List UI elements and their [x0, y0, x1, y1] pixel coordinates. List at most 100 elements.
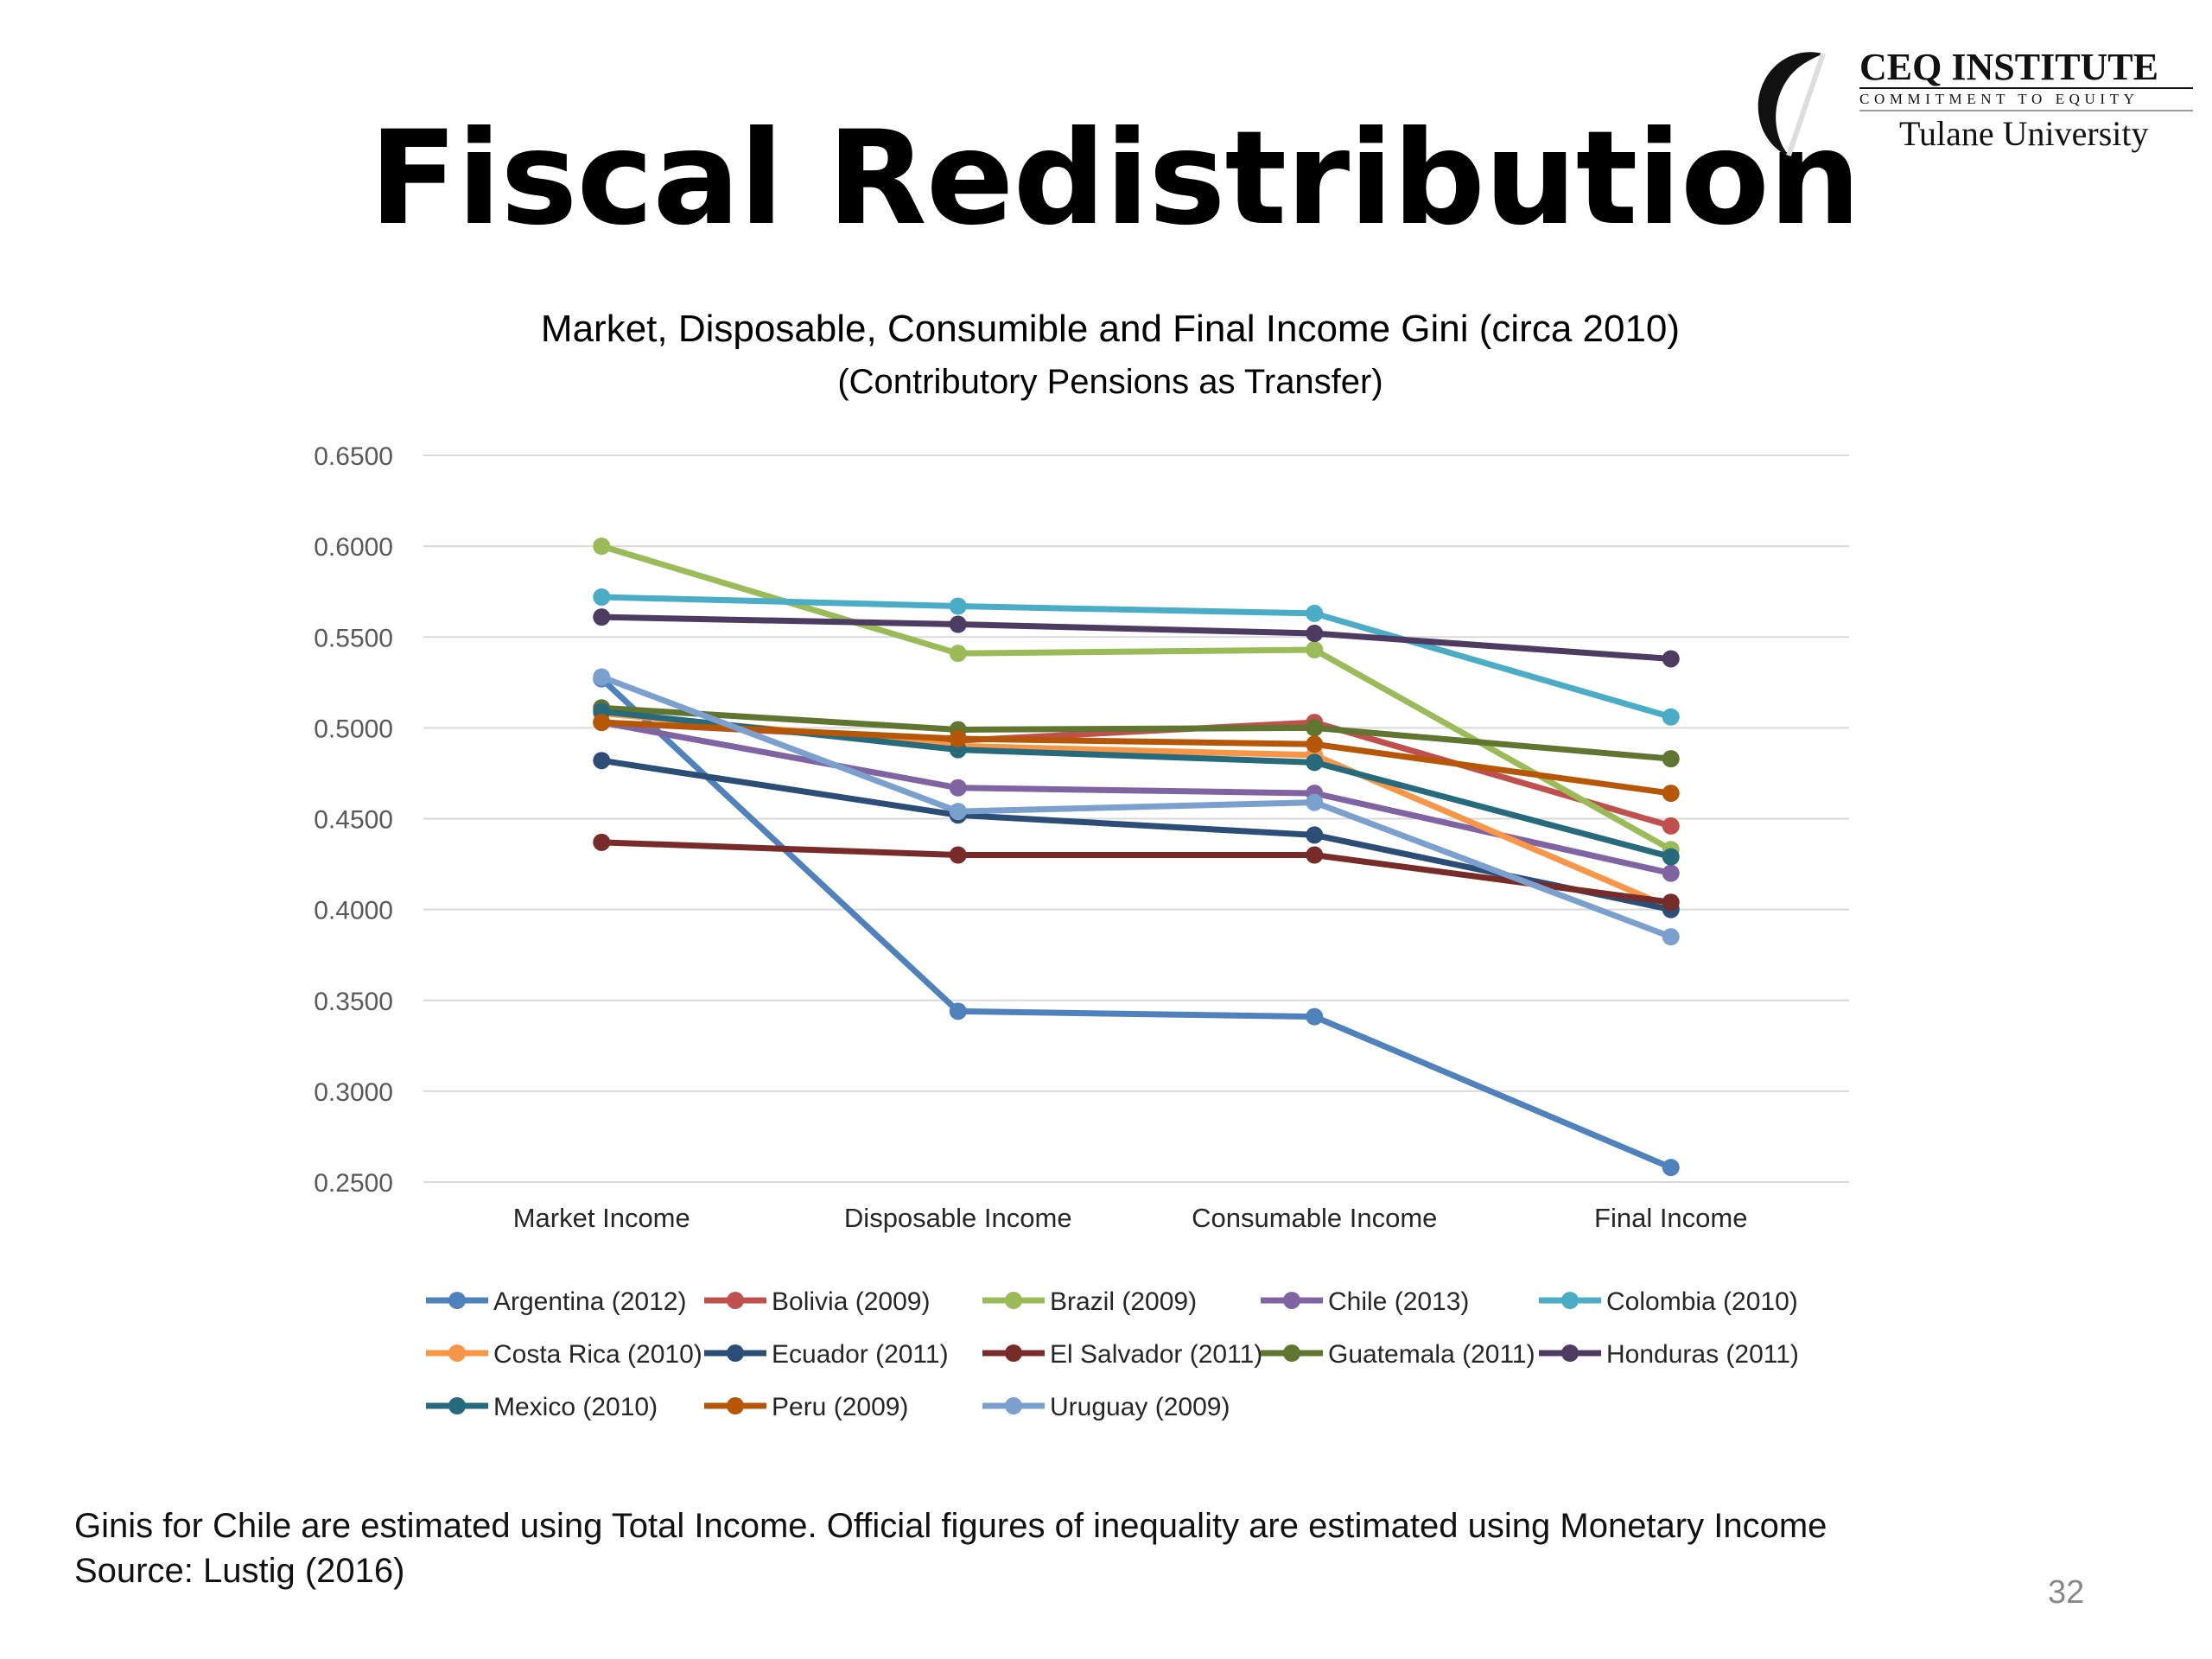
x-tick-label: Consumable Income [1192, 1203, 1437, 1233]
y-tick-label: 0.6000 [314, 533, 393, 562]
legend-swatch-marker [1005, 1397, 1022, 1414]
legend-label: Mexico (2010) [493, 1393, 658, 1421]
y-tick-label: 0.5000 [314, 715, 393, 743]
y-tick-label: 0.3000 [314, 1078, 393, 1107]
series-line [598, 594, 1675, 721]
legend-label: Colombia (2010) [1606, 1287, 1798, 1316]
footnote: Ginis for Chile are estimated using Tota… [74, 1503, 1827, 1593]
x-tick-label: Final Income [1594, 1203, 1747, 1233]
data-point [949, 779, 967, 797]
data-point [593, 608, 611, 626]
ceq-swoosh-icon [1758, 52, 1823, 157]
legend-item: Uruguay (2009) [982, 1393, 1230, 1421]
data-point [949, 803, 967, 821]
legend-swatch-marker [727, 1292, 744, 1309]
data-point [593, 588, 611, 606]
legend-label: Uruguay (2009) [1050, 1393, 1230, 1421]
series-brazil-2009 [593, 537, 1680, 859]
logo-university: Tulane University [1899, 114, 2149, 153]
series-honduras-2011 [593, 608, 1680, 668]
legend-item: Guatemala (2011) [1261, 1340, 1535, 1369]
gini-line-chart: Market, Disposable, Consumible and Final… [314, 308, 1849, 1421]
footnote-source: Source: Lustig (2016) [74, 1552, 405, 1590]
y-tick-label: 0.5500 [314, 624, 393, 652]
logo-tagline: COMMITMENT TO EQUITY [1859, 91, 2139, 107]
ceq-institute-logo: CEQ INSTITUTE COMMITMENT TO EQUITY Tulan… [1758, 46, 2193, 157]
legend-swatch-marker [448, 1344, 466, 1362]
data-point [1662, 848, 1680, 866]
data-point [1306, 793, 1324, 811]
data-point [1306, 1007, 1324, 1026]
legend-label: Chile (2013) [1328, 1287, 1469, 1316]
series-ecuador-2011 [593, 752, 1680, 918]
data-point [593, 833, 611, 851]
legend-label: Brazil (2009) [1050, 1287, 1197, 1316]
data-point [949, 846, 967, 864]
data-point [1306, 625, 1324, 643]
series-line [598, 676, 1675, 1171]
legend-item: Honduras (2011) [1539, 1340, 1799, 1369]
data-point [1662, 893, 1680, 912]
data-point [1662, 785, 1680, 803]
data-point [949, 615, 967, 633]
series-line [598, 613, 1675, 662]
legend-swatch-marker [1283, 1292, 1300, 1309]
series-line [598, 839, 1675, 906]
legend-swatch-marker [1005, 1344, 1022, 1362]
data-point [949, 597, 967, 615]
logo-divider [1786, 53, 1826, 156]
data-point [1662, 817, 1680, 835]
legend-swatch-marker [1561, 1292, 1579, 1309]
legend-label: Argentina (2012) [493, 1287, 686, 1316]
x-tick-label: Disposable Income [844, 1203, 1072, 1233]
legend-label: El Salvador (2011) [1050, 1340, 1262, 1369]
y-axis: 0.6500 0.6000 0.5500 0.5000 0.4500 0.4000 0.35… [314, 442, 393, 1198]
data-point [949, 1002, 967, 1020]
legend-item: Colombia (2010) [1539, 1287, 1798, 1316]
chart-subtitle: (Contributory Pensions as Transfer) [837, 363, 1382, 401]
series-el-salvador-2011 [593, 833, 1680, 912]
legend-label: Costa Rica (2010) [493, 1340, 702, 1369]
legend-label: Honduras (2011) [1606, 1340, 1799, 1369]
series-colombia-2010 [593, 588, 1680, 726]
logo-name: CEQ INSTITUTE [1859, 46, 2158, 88]
data-point [1662, 750, 1680, 768]
legend-label: Bolivia (2009) [772, 1287, 930, 1316]
legend-swatch-marker [727, 1397, 744, 1414]
data-point [1306, 826, 1324, 844]
data-point [1306, 640, 1324, 658]
legend-item: Brazil (2009) [982, 1287, 1197, 1316]
series-peru-2009 [593, 714, 1680, 803]
footnote-note: Ginis for Chile are estimated using Tota… [74, 1507, 1827, 1545]
legend-item: Argentina (2012) [426, 1287, 686, 1316]
data-point [593, 537, 611, 556]
series-uruguay-2009 [593, 668, 1680, 946]
y-tick-label: 0.3500 [314, 988, 393, 1016]
legend: Argentina (2012) Bolivia (2009) Brazil (20… [426, 1287, 1799, 1421]
legend-item: Peru (2009) [704, 1393, 908, 1421]
legend-swatch-marker [448, 1292, 466, 1309]
y-tick-label: 0.4500 [314, 806, 393, 835]
data-point [593, 752, 611, 770]
legend-swatch-marker [1283, 1344, 1300, 1362]
legend-item: Bolivia (2009) [704, 1287, 930, 1316]
series-line [598, 704, 1675, 762]
legend-item: El Salvador (2011) [982, 1340, 1262, 1369]
data-point [1662, 928, 1680, 946]
page-number: 32 [2048, 1574, 2085, 1611]
data-point [1662, 1159, 1680, 1177]
data-point [949, 645, 967, 663]
data-point [1306, 846, 1324, 864]
data-point [1306, 753, 1324, 772]
data-point [1306, 719, 1324, 737]
data-point [949, 729, 967, 747]
series-line [598, 719, 1675, 797]
data-point [1306, 604, 1324, 622]
legend-label: Ecuador (2011) [772, 1340, 949, 1369]
legend-swatch-marker [448, 1397, 466, 1414]
series-line [598, 674, 1675, 940]
legend-item: Ecuador (2011) [704, 1340, 949, 1369]
data-point [593, 668, 611, 686]
legend-label: Guatemala (2011) [1328, 1340, 1535, 1369]
